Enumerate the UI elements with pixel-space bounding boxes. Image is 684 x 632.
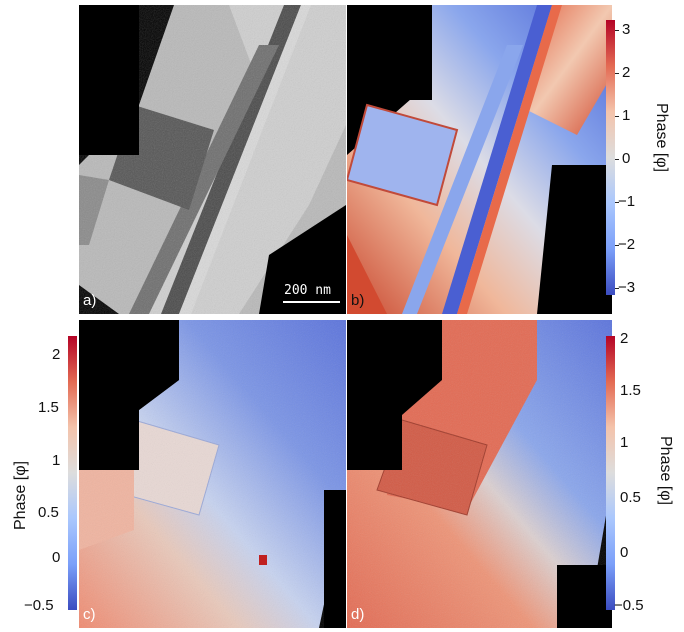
scalebar-line — [283, 301, 340, 303]
colorbar-c-tick: 2 — [52, 346, 61, 363]
tem-image-drawing — [79, 5, 346, 314]
colorbar-d-tick: 0 — [620, 544, 629, 561]
colorbar-top-tick: 0 — [622, 150, 631, 167]
colorbar-c-tick: −0.5 — [24, 597, 54, 614]
colorbar-d-tick: 1 — [620, 434, 629, 451]
colorbar-top-tick: −1 — [618, 193, 636, 210]
panel-c-phase-image: c) — [79, 320, 346, 628]
panel-b-phase-image: b) — [347, 5, 612, 314]
colorbar-d-tick: 2 — [620, 330, 629, 347]
colorbar-d-title: Phase [φ] — [657, 436, 674, 506]
colorbar-c-tick: 1.5 — [38, 399, 59, 416]
colorbar-top-tickmark — [615, 159, 619, 160]
colorbar-top-title: Phase [φ] — [653, 103, 670, 173]
panel-a-tem-image: a) 200 nm — [79, 5, 346, 314]
colorbar-top-tickmark — [615, 245, 619, 246]
phase-image-c-drawing — [79, 320, 346, 628]
colorbar-c-tick: 0.5 — [38, 504, 59, 521]
colorbar-top-tickmark — [615, 30, 619, 31]
panel-c-label: c) — [83, 606, 96, 623]
colorbar-c-tick: 1 — [52, 452, 61, 469]
colorbar-c-tick: 0 — [52, 549, 61, 566]
colorbar-top-tick: −2 — [618, 236, 636, 253]
phase-image-b-drawing — [347, 5, 612, 314]
panel-a-label: a) — [83, 292, 97, 309]
colorbar-top-tickmark — [615, 288, 619, 289]
colorbar-top-tick: 2 — [622, 64, 631, 81]
panel-b-label: b) — [351, 292, 365, 309]
colorbar-top-tick: −3 — [618, 279, 636, 296]
colorbar-d-tick: 0.5 — [620, 489, 641, 506]
colorbar-top-tickmark — [615, 116, 619, 117]
colorbar-top-tick: 3 — [622, 21, 631, 38]
colorbar-d-tick: 1.5 — [620, 382, 641, 399]
colorbar-c — [68, 336, 77, 610]
colorbar-d-tick: −0.5 — [614, 597, 644, 614]
colorbar-top-tick: 1 — [622, 107, 631, 124]
panel-d-label: d) — [351, 606, 365, 623]
colorbar-c-title: Phase [φ] — [12, 460, 29, 530]
phase-image-d-drawing — [347, 320, 612, 628]
scalebar-label: 200 nm — [284, 283, 331, 298]
panel-d-phase-image: d) — [347, 320, 612, 628]
colorbar-top-tickmark — [615, 73, 619, 74]
colorbar-d — [606, 336, 615, 610]
colorbar-top — [606, 20, 615, 295]
colorbar-top-tickmark — [615, 202, 619, 203]
